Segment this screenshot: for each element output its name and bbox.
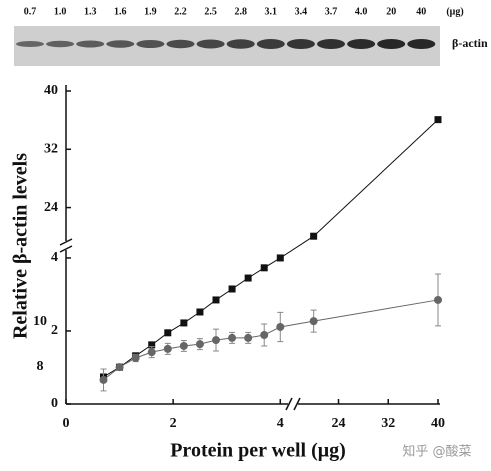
marker [434, 295, 442, 304]
axis-break [59, 238, 73, 253]
marker [179, 341, 188, 350]
band-label: β-actin [452, 36, 488, 50]
marker [212, 296, 220, 304]
marker [276, 322, 285, 331]
x-tick-label: 4 [277, 416, 284, 431]
marker [260, 264, 268, 272]
blot-band [407, 39, 436, 49]
x-axis-title: Protein per well (μg) [170, 440, 346, 462]
marker [180, 319, 188, 327]
blot-band [286, 39, 315, 49]
lane-label: 3.4 [295, 6, 308, 17]
marker [131, 353, 140, 362]
marker [164, 329, 172, 337]
lane-label: 3.1 [265, 6, 278, 17]
marker [99, 375, 108, 384]
annotation: 8 [37, 359, 44, 374]
lane-label: 4.0 [355, 6, 368, 17]
lane-label: 2.5 [204, 6, 217, 17]
lane-label: 1.3 [84, 6, 97, 17]
marker [228, 333, 237, 342]
lane-label: 2.8 [234, 6, 247, 17]
marker [310, 232, 318, 240]
watermark: 知乎 @酸菜 [402, 444, 471, 460]
blot-band [256, 39, 285, 49]
marker [434, 116, 442, 124]
marker [196, 308, 204, 316]
marker [212, 336, 220, 345]
blot-band [136, 40, 165, 48]
blot-band [46, 40, 75, 48]
blot-band [317, 39, 345, 49]
series-line [103, 119, 439, 378]
lane-label: 1.9 [144, 6, 157, 17]
blot-band [16, 41, 44, 47]
y-tick-label: 32 [44, 142, 58, 157]
series-line [103, 299, 439, 381]
y-tick-label: 2 [51, 323, 58, 338]
lane-label: 1.0 [54, 6, 67, 17]
blot-unit: (μg) [446, 6, 463, 17]
marker [260, 330, 269, 339]
marker [244, 274, 252, 282]
marker [163, 344, 172, 353]
x-tick-label: 2 [170, 416, 177, 431]
lane-label: 20 [386, 6, 396, 17]
marker [148, 341, 156, 349]
lane-label: 2.2 [174, 6, 187, 17]
axis-break [285, 397, 301, 411]
annotation: 10 [33, 314, 47, 329]
marker [244, 333, 253, 342]
blot-band [377, 39, 406, 49]
blot-background [14, 26, 440, 66]
marker [309, 317, 318, 326]
y-tick-label: 40 [44, 83, 58, 98]
blot-band [347, 39, 376, 49]
lane-label: 3.7 [325, 6, 338, 17]
blot-band [226, 39, 255, 49]
marker [276, 254, 284, 262]
lane-label: 40 [416, 6, 426, 17]
marker [195, 340, 204, 349]
y-tick-label: 4 [51, 250, 58, 265]
x-tick-label: 0 [63, 416, 70, 431]
blot-band [166, 39, 195, 49]
marker [228, 285, 236, 293]
marker [147, 348, 156, 357]
blot-band [76, 40, 105, 48]
blot-band [106, 40, 135, 48]
y-axis-title: Relative β-actin levels [10, 153, 32, 339]
x-tick-label: 24 [332, 416, 346, 431]
blot-band [196, 39, 225, 49]
lane-label: 0.7 [24, 6, 37, 17]
y-tick-label: 24 [44, 200, 58, 215]
y-tick-label: 0 [51, 396, 58, 411]
x-tick-label: 40 [431, 416, 445, 431]
x-tick-label: 32 [381, 416, 395, 431]
marker [115, 363, 124, 372]
lane-label: 1.6 [114, 6, 127, 17]
